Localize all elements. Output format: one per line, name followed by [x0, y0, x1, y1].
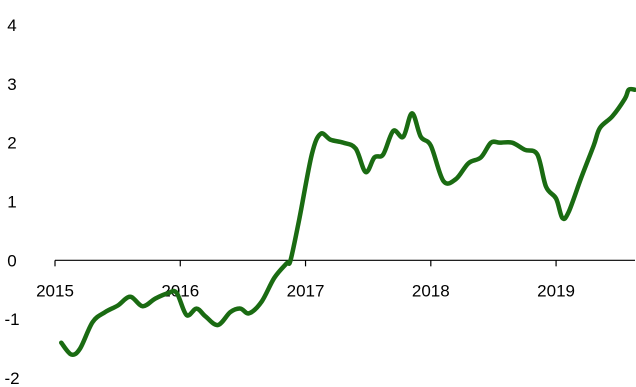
x-axis-tick-marks — [54, 260, 557, 267]
x-tick-label: 2019 — [537, 281, 575, 300]
series-group — [59, 86, 636, 357]
series-line — [59, 86, 636, 357]
x-tick-label: 2017 — [287, 281, 325, 300]
x-tick-label: 2018 — [412, 281, 450, 300]
y-tick-label: 1 — [7, 193, 16, 212]
y-tick-label: 0 — [7, 251, 16, 270]
y-tick-label: -1 — [4, 310, 19, 329]
x-tick-label: 2015 — [36, 281, 74, 300]
x-tick-label: 2016 — [161, 281, 199, 300]
y-tick-label: 4 — [7, 16, 16, 35]
x-axis-tick-labels: 2015 2016 2017 2018 2019 — [36, 281, 575, 300]
y-tick-label: -2 — [4, 369, 19, 387]
y-tick-label: 3 — [7, 75, 16, 94]
y-axis-tick-labels: -2 -1 0 1 2 3 4 — [4, 16, 19, 387]
y-tick-label: 2 — [7, 134, 16, 153]
